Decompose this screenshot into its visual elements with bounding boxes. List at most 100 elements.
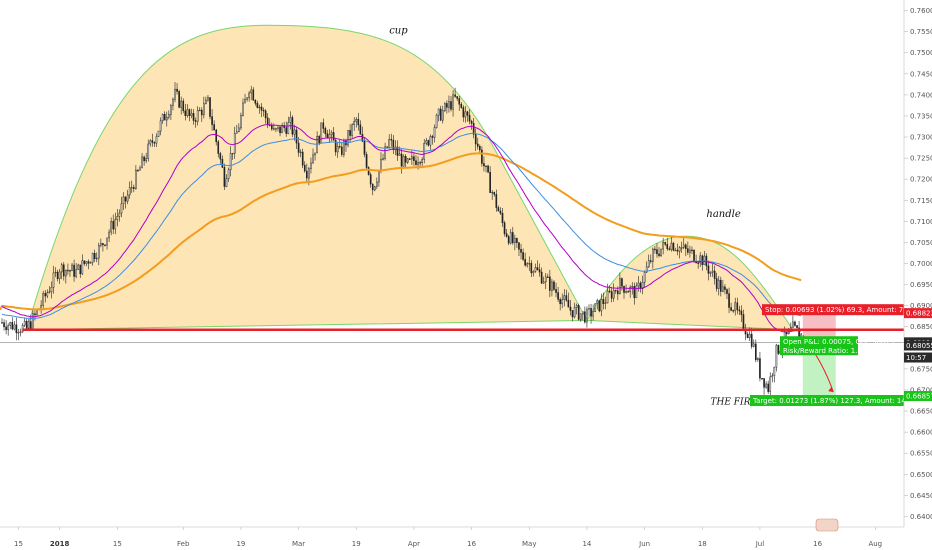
price-tick-label: 0.68500 [910,323,932,331]
candle-body [439,108,442,121]
candle-body [386,146,388,148]
candle-body [133,187,135,189]
candle-body [693,249,695,262]
candle-body [792,321,794,328]
candle-body [499,210,502,214]
candle-body [699,255,702,264]
candle-body [493,192,496,195]
candle-body [777,344,780,354]
candle-body [518,242,520,250]
candle-body [73,264,75,277]
price-tick-label: 0.70000 [910,260,932,268]
projection-arrowhead [828,387,834,393]
moving-average-slow [0,152,802,311]
candle-body [528,263,531,265]
candle-body [165,116,168,121]
price-tag-label: 0.68055 [906,342,932,350]
candle-body [56,271,59,280]
time-tick-label: Feb [177,540,190,548]
candle-body [555,289,557,293]
candle-body [322,122,325,129]
candle-body [23,320,26,326]
candle-body [213,124,215,131]
candle-body [310,162,312,169]
candle-body [279,126,281,134]
candle-body [184,110,187,116]
candle-body [435,114,438,128]
candle-body [308,168,310,179]
candle-body [373,186,376,191]
candle-body [209,97,211,117]
candle-body [13,324,16,330]
time-tick-label: 18 [698,540,707,548]
candle-body [421,159,423,164]
price-tick-label: 0.75500 [910,28,932,36]
candle-body [32,313,34,329]
candle-body [262,109,265,112]
candle-body [427,140,430,146]
candle-body [526,263,529,266]
price-tag-background [904,391,932,402]
candle-body [553,281,555,290]
candle-body [763,378,765,388]
candle-body [130,187,133,189]
candle-body [627,291,629,293]
candle-body [299,151,302,154]
candle-body [625,291,627,293]
candle-body [155,136,158,144]
candle-body [464,111,467,118]
candle-body [54,271,57,274]
candle-body [118,212,121,217]
candle-body [376,181,378,187]
candle-body [238,127,240,133]
candle-body [357,118,360,126]
candle-body [761,377,763,380]
candle-body [567,299,570,308]
time-tick-label: Aug [868,540,882,548]
candle-body [530,263,533,274]
candle-body [796,325,798,329]
candle-body [83,260,86,264]
candle-body [25,320,28,329]
candle-body [324,128,327,134]
candle-body [612,289,615,299]
candle-body [765,383,767,388]
price-tag-label: 0.66857 [906,393,932,401]
candle-body [79,264,82,275]
candle-body [623,285,625,293]
candle-body [343,140,345,155]
candle-body [660,248,662,256]
time-tick-label: 16 [813,540,822,548]
candle-body [606,290,609,304]
candle-body [351,124,353,136]
candle-body [487,165,489,173]
candle-body [507,236,510,244]
candle-body [89,262,92,264]
candle-body [110,221,112,233]
candle-body [684,244,687,249]
candle-body [182,100,185,112]
handle-label: handle [706,209,740,220]
candle-body [476,143,479,147]
candle-body [549,276,551,291]
candle-body [128,187,131,196]
candle-body [633,286,636,299]
candle-body [15,324,18,334]
candle-body [629,286,632,293]
candle-body [524,259,526,266]
candle-body [458,98,461,105]
candle-body [561,299,564,305]
candle-body [190,113,193,116]
candle-body [141,156,143,169]
candle-body [157,130,160,137]
open-pnl-text: Open P&L: 0.00075, Qty: 36075 [783,338,894,346]
candle-body [454,94,456,97]
candle-body [153,142,156,144]
candle-body [60,264,63,273]
candle-body [211,116,213,125]
candle-body [40,305,42,310]
candle-body [36,309,38,315]
candle-body [516,238,518,243]
candle-body [592,311,594,317]
candle-body [215,129,218,143]
